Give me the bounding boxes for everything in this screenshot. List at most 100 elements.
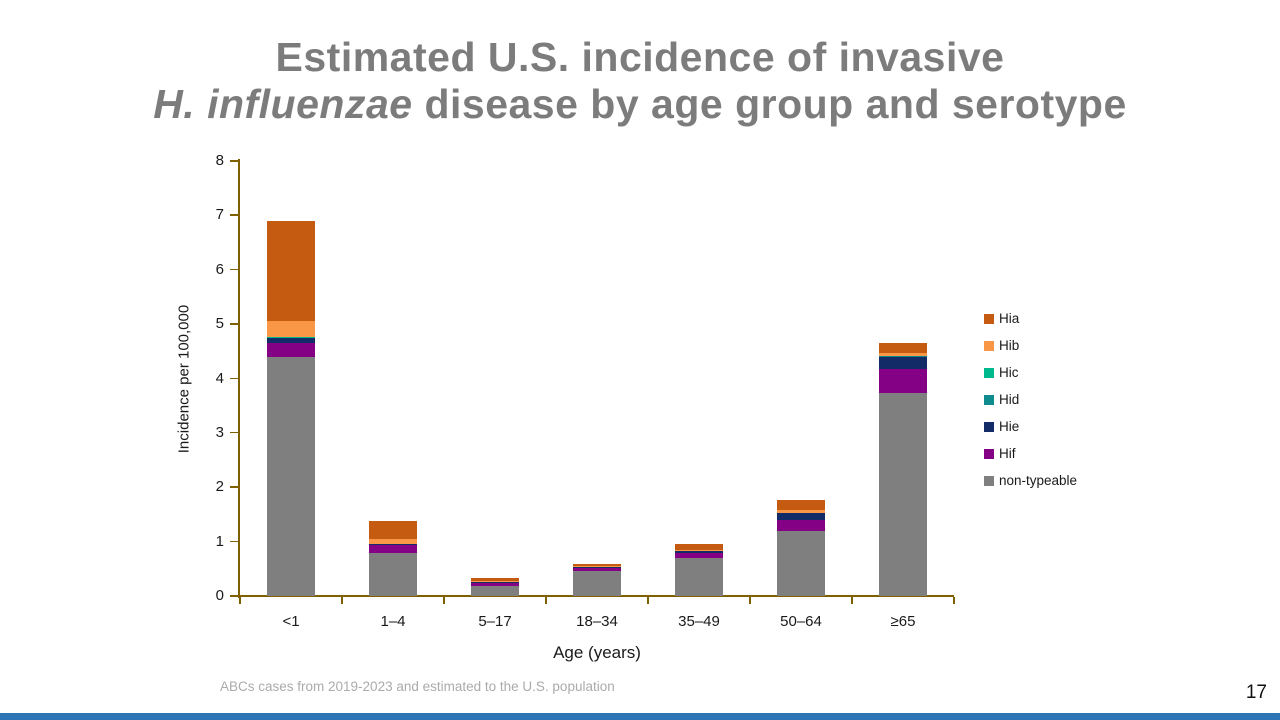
bar-segment-hib <box>471 580 519 583</box>
y-tick-label: 8 <box>215 152 224 169</box>
bar-segment-hib <box>369 538 417 544</box>
x-tick-label: 18–34 <box>576 613 618 630</box>
legend-swatch-icon <box>984 394 994 405</box>
bar-segment-non-typeable <box>675 557 723 596</box>
y-tick-mark <box>230 486 238 488</box>
legend-swatch-icon <box>984 421 994 432</box>
y-tick-label: 3 <box>215 423 224 441</box>
bar-segment-hib <box>267 321 315 337</box>
x-tick-label: 35–49 <box>678 613 720 630</box>
x-tick-mark <box>851 597 853 604</box>
y-tick-label: 1 <box>215 532 224 550</box>
y-axis-line <box>238 159 240 598</box>
page-number: 17 <box>1245 682 1267 703</box>
slide-title: Estimated U.S. incidence of invasive H. … <box>0 34 1280 128</box>
bar-segment-hia <box>267 220 315 322</box>
legend-item-non-typeable: non-typeable <box>984 467 1077 494</box>
bar-segment-hie <box>879 356 927 370</box>
legend-swatch-icon <box>984 340 994 351</box>
y-tick-label: 4 <box>215 369 224 387</box>
legend-swatch-icon <box>984 448 994 459</box>
y-tick-label: 6 <box>215 260 224 278</box>
y-tick-mark <box>230 540 238 543</box>
x-axis-title: Age (years) <box>553 643 641 662</box>
legend-label: Hia <box>999 311 1020 326</box>
bar-segment-hif <box>675 553 723 558</box>
slide-title-line2: H. influenzae disease by age group and s… <box>0 81 1280 128</box>
legend-item-hie: Hie <box>984 413 1077 440</box>
bar-segment-hid <box>879 355 927 357</box>
bar-segment-hif <box>777 519 825 532</box>
y-tick-mark <box>230 214 238 216</box>
y-tick-mark <box>230 431 238 434</box>
bar-segment-non-typeable <box>369 553 417 596</box>
legend-label: non-typeable <box>999 473 1078 488</box>
bar-segment-hic <box>267 336 315 338</box>
bar-segment-hif <box>573 567 621 571</box>
legend-label: Hif <box>999 446 1016 461</box>
bar-segment-hib <box>777 509 825 513</box>
bar-segment-hib <box>573 565 621 567</box>
y-tick-label: 5 <box>215 315 224 333</box>
bar-segment-hif <box>267 343 315 357</box>
x-tick-mark <box>239 597 241 604</box>
y-tick-label: 0 <box>215 587 224 604</box>
x-axis-line <box>236 595 954 597</box>
legend-item-hib: Hib <box>984 332 1077 359</box>
legend-item-hia: Hia <box>984 305 1077 332</box>
legend-swatch-icon <box>984 367 994 378</box>
bar-segment-hif <box>471 582 519 587</box>
bar-segment-hib <box>879 353 927 356</box>
x-tick-mark <box>341 597 343 604</box>
bar-segment-hif <box>879 369 927 393</box>
x-tick-label: 5–17 <box>478 613 512 630</box>
y-tick-mark <box>230 595 238 597</box>
x-tick-mark <box>953 597 955 604</box>
y-tick-label: 2 <box>215 478 224 496</box>
y-tick-mark <box>230 268 238 271</box>
x-tick-label: ≥65 <box>890 613 916 630</box>
bar-segment-non-typeable <box>777 531 825 596</box>
x-tick-label: 50–64 <box>780 613 822 630</box>
x-tick-label: <1 <box>282 613 300 630</box>
y-axis-title: Incidence per 100,000 <box>175 304 193 454</box>
legend-item-hic: Hic <box>984 359 1077 386</box>
bar-segment-hif <box>369 545 417 554</box>
bar-segment-hie <box>675 550 723 554</box>
bar-segment-non-typeable <box>879 392 927 596</box>
x-tick-mark <box>545 597 547 604</box>
slide-title-italic-species: H. influenzae <box>153 81 413 127</box>
footnote-text: ABCs cases from 2019-2023 and estimated … <box>220 679 615 694</box>
bar-segment-hia <box>675 544 723 550</box>
bar-segment-hie <box>573 566 621 568</box>
bar-segment-non-typeable <box>471 586 519 596</box>
slide-title-line2-rest: disease by age group and serotype <box>412 81 1127 127</box>
legend-label: Hic <box>999 365 1019 380</box>
bar-segment-hia <box>471 577 519 581</box>
bar-segment-non-typeable <box>573 570 621 596</box>
bar-segment-hia <box>369 520 417 539</box>
slide-title-line1: Estimated U.S. incidence of invasive <box>0 34 1280 81</box>
x-tick-mark <box>749 597 751 604</box>
x-tick-mark <box>647 597 649 604</box>
legend-label: Hie <box>999 419 1020 434</box>
chart-legend: Hia Hib Hic Hid Hie Hif non-typeable <box>984 305 1077 494</box>
bar-segment-non-typeable <box>267 356 315 596</box>
legend-label: Hid <box>999 392 1020 407</box>
bar-segment-hie <box>777 512 825 520</box>
x-tick-label: 1–4 <box>380 613 406 630</box>
legend-item-hif: Hif <box>984 440 1077 467</box>
y-tick-mark <box>230 377 238 379</box>
slide-title-line1-text: Estimated U.S. incidence of invasive <box>275 34 1005 80</box>
bar-segment-hib <box>675 549 723 551</box>
bar-segment-hie <box>369 543 417 546</box>
legend-swatch-icon <box>984 475 994 486</box>
y-tick-mark <box>230 323 238 325</box>
bar-segment-hia <box>879 342 927 354</box>
legend-label: Hib <box>999 338 1020 353</box>
bottom-accent-bar <box>0 713 1280 720</box>
legend-item-hid: Hid <box>984 386 1077 413</box>
x-tick-mark <box>443 597 445 604</box>
